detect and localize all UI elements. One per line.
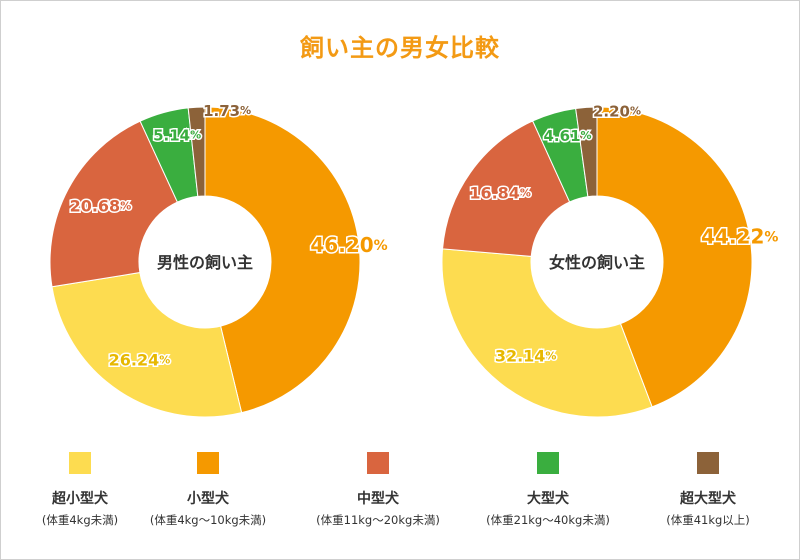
- legend-item: 超小型犬 (体重4kg未満): [0, 452, 160, 528]
- center-label-2: 女性の飼い主: [549, 253, 645, 272]
- legend-item: 大型犬 (体重21kg〜40kg未満): [468, 452, 628, 528]
- slice-2-1: [441, 248, 653, 418]
- slice-2-2: [596, 106, 753, 408]
- data-label-2-2: 44.22%: [701, 224, 778, 248]
- slice-1-1: [51, 271, 243, 418]
- data-label-2-5: 2.20%: [593, 102, 641, 120]
- legend-swatch: [69, 452, 91, 474]
- legend-swatch: [197, 452, 219, 474]
- slice-2-3: [442, 120, 571, 257]
- data-label-2-3: 16.84%: [469, 183, 531, 202]
- data-label-1-1: 26.24%: [109, 350, 171, 369]
- donut-charts: 46.20% 26.24% 20.68% 5.14%1.73% 男性の飼い主 44.22%…: [49, 100, 780, 418]
- donut-1: 46.20% 26.24% 20.68% 5.14%1.73% 男性の飼い主: [49, 100, 389, 418]
- slice-1-5: [187, 106, 206, 197]
- legend-swatch: [697, 452, 719, 474]
- data-label-2-1: 32.14%: [495, 346, 557, 365]
- data-label-1-2: 46.20%: [310, 232, 387, 256]
- slice-2-5: [575, 106, 598, 198]
- legend-label: 超大型犬: [680, 491, 736, 507]
- donut-2: 44.22% 32.14% 16.84% 4.61%2.20% 女性の飼い主: [441, 100, 780, 418]
- chart-title: 飼い主の男女比較: [300, 34, 500, 62]
- legend-sub: (体重21kg〜40kg未満): [486, 513, 610, 527]
- slice-1-2: [204, 106, 361, 414]
- legend-item: 中型犬 (体重11kg〜20kg未満): [298, 452, 458, 528]
- legend-sub: (体重4kg〜10kg未満): [149, 513, 267, 527]
- data-label-1-4: 5.14%: [153, 126, 201, 144]
- legend-label: 小型犬: [187, 491, 229, 507]
- legend-sub: (体重11kg〜20kg未満): [316, 513, 440, 527]
- legend-label: 超小型犬: [52, 491, 108, 507]
- legend-item: 超大型犬 (体重41kg以上): [628, 452, 788, 528]
- center-label-1: 男性の飼い主: [157, 253, 253, 272]
- legend-item: 小型犬 (体重4kg〜10kg未満): [128, 452, 288, 528]
- legend-swatch: [537, 452, 559, 474]
- legend-label: 中型犬: [357, 491, 399, 507]
- legend-sub: (体重41kg以上): [666, 513, 750, 527]
- legend: 超小型犬 (体重4kg未満) 小型犬 (体重4kg〜10kg未満) 中型犬 (体重11kg…: [0, 452, 800, 552]
- data-label-2-4: 4.61%: [544, 127, 592, 145]
- data-label-1-5: 1.73%: [203, 102, 251, 120]
- data-label-1-3: 20.68%: [70, 196, 132, 215]
- slice-1-3: [49, 120, 179, 288]
- legend-sub: (体重4kg未満): [41, 513, 119, 527]
- legend-label: 大型犬: [527, 491, 569, 507]
- legend-swatch: [367, 452, 389, 474]
